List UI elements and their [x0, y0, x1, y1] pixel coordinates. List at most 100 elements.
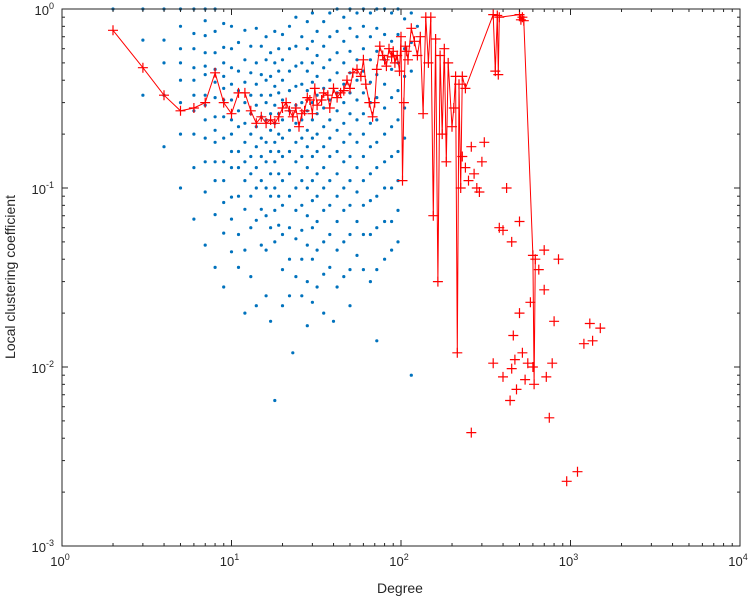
line-marker: [360, 79, 371, 90]
data-point: [315, 53, 319, 58]
data-point: [315, 248, 319, 252]
line-marker: [302, 92, 313, 103]
data-point: [273, 208, 277, 212]
line-marker: [371, 64, 382, 75]
data-point: [375, 166, 379, 170]
plus-marker: [541, 371, 552, 382]
data-point: [203, 64, 207, 68]
data-point: [322, 272, 326, 276]
data-point: [390, 11, 394, 15]
data-point: [396, 240, 400, 244]
line-marker: [460, 83, 471, 94]
plus-marker: [584, 318, 595, 329]
data-point: [383, 132, 387, 136]
data-point: [192, 78, 196, 82]
data-point: [254, 26, 258, 30]
data-point: [259, 154, 263, 159]
data-point: [368, 80, 372, 84]
line-marker: [379, 54, 390, 65]
data-point: [277, 223, 281, 227]
y-tick-exponent: 0: [49, 1, 54, 11]
data-point: [368, 280, 372, 284]
data-point: [273, 240, 277, 244]
x-tick-label: 101: [220, 552, 239, 569]
data-point: [192, 31, 196, 36]
data-point: [243, 101, 247, 105]
data-point: [229, 118, 234, 122]
data-point: [243, 140, 247, 144]
data-point: [415, 24, 419, 28]
data-point: [342, 61, 346, 65]
data-point: [222, 115, 226, 119]
data-point: [280, 58, 285, 62]
data-point: [162, 38, 166, 42]
data-point: [222, 21, 226, 26]
data-point: [254, 186, 258, 190]
data-point: [322, 145, 326, 149]
data-point: [310, 80, 314, 84]
data-point: [355, 35, 359, 39]
y-tick-label: 100: [35, 1, 54, 18]
data-point: [141, 93, 145, 97]
data-point: [229, 149, 234, 154]
data-point: [243, 80, 247, 84]
data-point: [264, 186, 268, 190]
data-point: [254, 145, 258, 149]
line-marker: [358, 54, 369, 65]
data-point: [249, 44, 253, 48]
data-point: [229, 66, 234, 70]
line-marker: [432, 276, 443, 287]
data-point: [287, 149, 292, 154]
y-tick-label: 10-2: [32, 359, 54, 376]
line-marker: [530, 254, 541, 265]
data-point: [259, 44, 263, 48]
line-marker: [281, 97, 292, 108]
data-point: [322, 125, 326, 129]
data-point: [322, 20, 326, 24]
data-point: [280, 232, 285, 237]
plus-marker: [460, 162, 471, 173]
data-point: [236, 265, 241, 269]
line-marker: [374, 41, 385, 52]
data-point: [287, 89, 292, 93]
data-point: [213, 140, 217, 144]
data-point: [328, 118, 332, 122]
line-marker: [518, 15, 529, 26]
plus-marker: [517, 347, 528, 358]
data-point: [310, 11, 314, 15]
data-point: [348, 179, 352, 183]
data-point: [322, 186, 326, 190]
data-point: [287, 226, 292, 230]
line-marker: [388, 46, 399, 57]
line-marker: [290, 103, 301, 113]
data-point: [361, 203, 365, 207]
data-point: [280, 136, 285, 140]
data-point: [361, 132, 365, 136]
data-point: [287, 294, 292, 298]
data-point: [264, 214, 268, 218]
line-marker: [492, 10, 503, 21]
data-point: [203, 243, 207, 247]
data-point: [178, 101, 183, 105]
data-point: [280, 78, 285, 82]
data-point: [300, 61, 304, 65]
plus-marker: [595, 323, 606, 334]
data-point: [259, 136, 263, 140]
plus-marker: [553, 254, 564, 265]
data-point: [236, 194, 241, 198]
data-point: [300, 82, 304, 86]
data-point: [236, 109, 241, 113]
data-point: [305, 243, 309, 247]
plus-marker: [511, 384, 522, 395]
line-marker: [318, 87, 329, 98]
plus-marker: [527, 362, 538, 372]
data-point: [273, 29, 277, 33]
line-marker: [439, 43, 450, 54]
data-point: [280, 304, 285, 308]
data-point: [300, 257, 304, 261]
data-point: [178, 47, 183, 51]
line-marker: [322, 90, 333, 101]
line-marker: [397, 175, 408, 186]
line-marker: [452, 347, 463, 358]
data-point: [264, 294, 268, 298]
